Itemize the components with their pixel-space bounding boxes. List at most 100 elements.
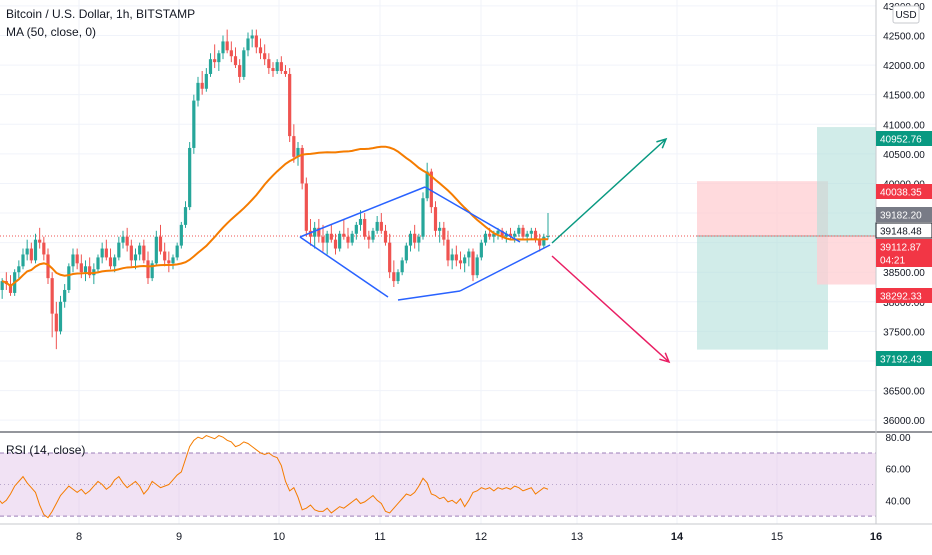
candle-body — [517, 227, 521, 234]
target-zone — [697, 235, 828, 350]
x-tick-label: 16 — [870, 531, 882, 543]
candle — [167, 251, 171, 273]
candle — [342, 218, 346, 240]
candle-body — [221, 41, 225, 54]
candle-body — [150, 263, 154, 279]
candle — [542, 233, 546, 249]
candle — [329, 224, 333, 243]
candle — [404, 242, 408, 264]
candle-body — [292, 136, 296, 157]
candle — [142, 239, 146, 264]
price-label-text: 40952.76 — [880, 135, 922, 146]
candle — [275, 59, 279, 74]
candle-body — [21, 254, 25, 267]
price-label: 39182.20 — [876, 207, 932, 222]
candle-body — [404, 245, 408, 261]
candle — [388, 233, 392, 279]
candle-body — [421, 198, 425, 237]
candle — [454, 245, 458, 267]
candle-body — [446, 239, 450, 261]
candle — [125, 227, 129, 252]
candle-body — [375, 221, 379, 231]
price-label: 38292.33 — [876, 288, 932, 303]
candle — [58, 295, 63, 335]
candle — [29, 242, 33, 264]
candle — [25, 239, 29, 261]
candle — [42, 236, 46, 261]
candle — [21, 248, 25, 270]
price-label-bg — [876, 239, 932, 254]
candle — [175, 242, 179, 261]
candle — [71, 248, 75, 273]
candle-body — [279, 62, 283, 72]
price-label-text: 39112.87 — [880, 243, 921, 254]
grid — [0, 0, 877, 524]
candle-body — [46, 254, 50, 279]
candle-body — [183, 207, 188, 225]
candle — [350, 230, 354, 246]
candle — [529, 227, 533, 240]
candle — [371, 227, 375, 243]
candle — [483, 230, 488, 246]
candle-body — [217, 53, 221, 63]
candle — [467, 248, 471, 267]
candle-body — [275, 62, 279, 72]
candle-body — [283, 71, 288, 74]
candle-body — [483, 233, 488, 243]
candle-body — [379, 221, 383, 231]
candle-body — [63, 289, 67, 302]
candle — [546, 213, 550, 240]
candle-body — [138, 245, 142, 255]
candle — [533, 227, 538, 243]
candle — [417, 233, 421, 252]
currency-button[interactable]: USD — [892, 5, 920, 24]
candle — [321, 224, 325, 252]
price-label-bg — [876, 288, 932, 303]
candle — [188, 142, 192, 211]
candle — [538, 233, 542, 252]
candle — [129, 239, 133, 267]
candle — [471, 248, 475, 282]
diamond-pattern — [299, 186, 551, 301]
price-axis: 36000.0036500.0037000.0037500.0038000.00… — [875, 0, 932, 524]
pattern-line — [299, 186, 426, 238]
candle — [254, 29, 258, 54]
candle — [75, 248, 79, 270]
candle — [392, 260, 396, 288]
candle-body — [254, 35, 258, 48]
price-label-bg — [875, 222, 932, 239]
candle-body — [325, 233, 329, 243]
candle-body — [500, 230, 504, 237]
bearish-arrow — [551, 255, 671, 364]
candle-body — [363, 218, 367, 237]
candle — [83, 260, 88, 282]
currency-button-bg — [892, 5, 920, 24]
candle-body — [338, 233, 342, 249]
candle-body — [192, 100, 196, 148]
candle-body — [529, 230, 533, 234]
candle — [79, 254, 83, 279]
bullish-arrow — [551, 137, 668, 244]
candle-body — [438, 227, 442, 231]
candle-body — [79, 263, 83, 273]
rsi-indicator-label: RSI (14, close) — [6, 443, 86, 457]
candle — [479, 239, 483, 261]
candle — [221, 35, 225, 60]
candle-body — [413, 233, 417, 243]
x-tick-label: 11 — [374, 531, 385, 543]
candle — [458, 251, 463, 270]
candle-body — [546, 235, 550, 237]
candle-body — [113, 257, 117, 267]
price-label-text: 38292.33 — [880, 292, 922, 303]
candle — [313, 221, 317, 249]
ma-indicator-label: MA (50, close, 0) — [6, 25, 97, 39]
candle — [425, 162, 429, 202]
candle-body — [492, 233, 496, 237]
candle — [17, 260, 21, 279]
candle-body — [521, 227, 525, 237]
x-tick-label: 14 — [671, 531, 684, 543]
candle — [508, 227, 513, 240]
candle — [233, 47, 238, 69]
